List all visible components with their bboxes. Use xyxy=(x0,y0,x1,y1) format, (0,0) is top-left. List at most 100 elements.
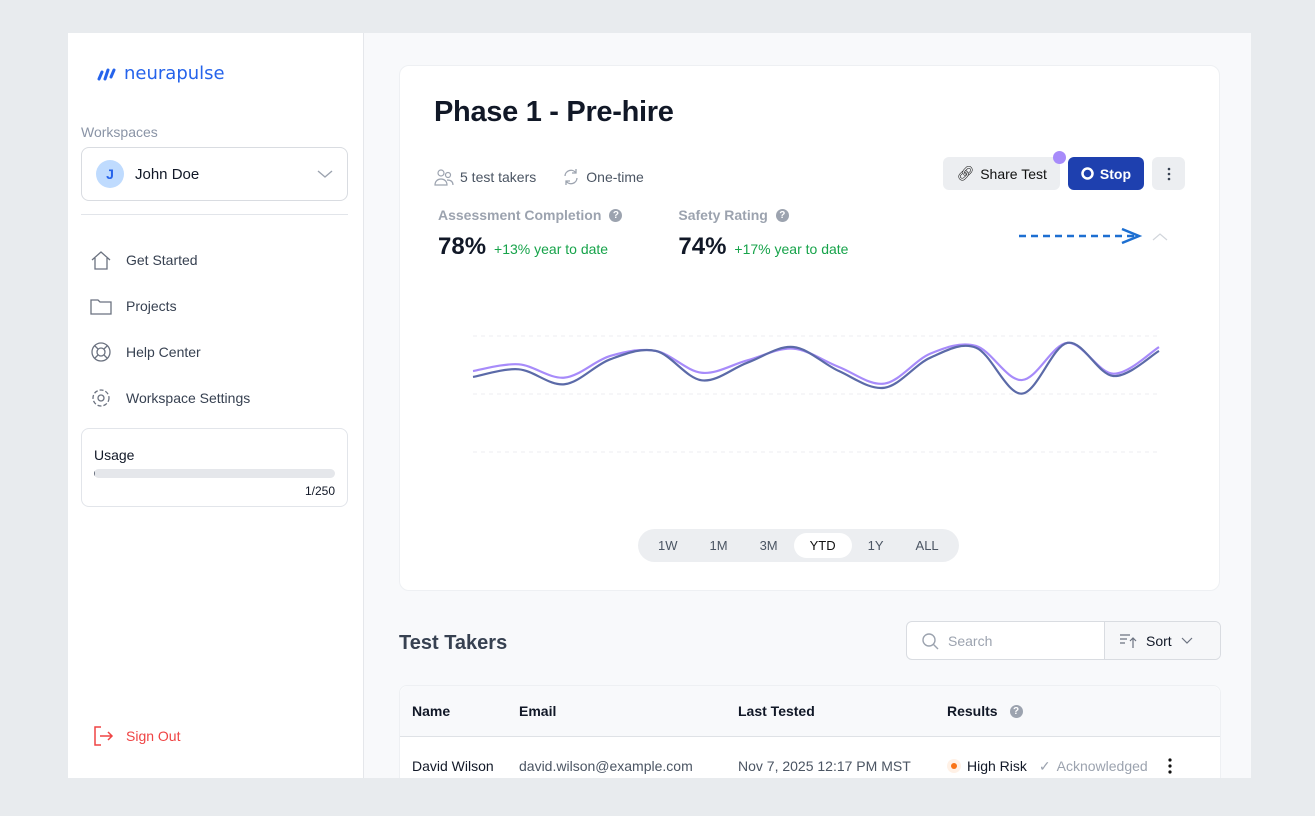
sign-out-button[interactable]: Sign Out xyxy=(92,725,180,747)
test-meta: 5 test takers One-time xyxy=(434,168,644,186)
logo[interactable]: neurapulse xyxy=(96,63,225,84)
line-chart xyxy=(472,335,1160,453)
help-icon[interactable]: ? xyxy=(775,208,789,222)
table-tools: Search Sort xyxy=(906,621,1221,660)
sidebar-item-label: Help Center xyxy=(126,344,201,360)
series-line-2 xyxy=(472,341,1160,395)
range-1w[interactable]: 1W xyxy=(658,538,678,553)
sort-icon xyxy=(1120,633,1137,648)
folder-icon xyxy=(90,299,112,315)
sidebar-item-help-center[interactable]: Help Center xyxy=(90,329,250,375)
sidebar-item-get-started[interactable]: Get Started xyxy=(90,237,250,283)
range-3m[interactable]: 3M xyxy=(759,538,778,553)
share-test-label: Share Test xyxy=(980,165,1047,182)
cell-name: David Wilson xyxy=(412,758,494,774)
test-takers-table: Name Email Last Tested Results? David Wi… xyxy=(399,685,1221,778)
check-icon: ✓ xyxy=(1038,757,1051,774)
kpi-value: 78% xyxy=(438,233,487,260)
frequency: One-time xyxy=(562,168,644,186)
column-header-name[interactable]: Name xyxy=(412,703,451,719)
workspace-name: John Doe xyxy=(135,165,200,183)
stop-icon xyxy=(1081,167,1094,180)
gear-icon xyxy=(92,389,110,407)
risk-label: High Risk xyxy=(967,758,1027,774)
usage-progress-fill xyxy=(94,469,96,478)
avatar: J xyxy=(96,160,124,188)
row-menu-icon[interactable] xyxy=(1168,758,1172,774)
kpi-delta: +13% year to date xyxy=(494,241,609,257)
more-options-button[interactable] xyxy=(1152,157,1185,190)
range-1y[interactable]: 1Y xyxy=(867,538,884,553)
lifebuoy-icon xyxy=(91,342,111,362)
sidebar-item-projects[interactable]: Projects xyxy=(90,283,250,329)
time-range-selector: 1W 1M 3M YTD 1Y ALL xyxy=(638,529,959,562)
chevron-down-icon xyxy=(1181,637,1193,644)
search-icon xyxy=(922,632,939,649)
kpi-label: Safety Rating xyxy=(678,207,768,223)
sidebar: neurapulse Workspaces J John Doe Get Sta… xyxy=(68,33,364,778)
series-line-1 xyxy=(472,341,1160,385)
sort-label: Sort xyxy=(1146,632,1172,649)
range-ytd[interactable]: YTD xyxy=(793,533,852,558)
page-title: Phase 1 - Pre-hire xyxy=(434,96,674,128)
status-label: Acknowledged xyxy=(1056,758,1148,774)
kpi-value: 74% xyxy=(678,233,727,260)
logo-icon xyxy=(97,68,116,80)
help-icon[interactable]: ? xyxy=(1009,704,1023,718)
sign-out-icon xyxy=(94,726,114,746)
sort-button[interactable]: Sort xyxy=(1105,622,1220,659)
sign-out-label: Sign Out xyxy=(126,728,181,744)
search-placeholder: Search xyxy=(948,632,993,649)
help-icon[interactable]: ? xyxy=(609,208,623,222)
kpi-delta: +17% year to date xyxy=(734,241,849,257)
table-header: Name Email Last Tested Results? xyxy=(400,686,1220,737)
brand-name: neurapulse xyxy=(124,63,225,84)
usage-progress xyxy=(94,469,335,478)
usage-count: 1/250 xyxy=(304,484,335,498)
kpi-row: Assessment Completion? 78% +13% year to d… xyxy=(438,207,848,261)
test-takers-count: 5 test takers xyxy=(434,168,536,186)
home-icon xyxy=(91,251,111,270)
stop-button[interactable]: Stop xyxy=(1067,157,1144,190)
kebab-icon xyxy=(1167,167,1170,180)
cell-email: david.wilson@example.com xyxy=(519,758,693,774)
range-1m[interactable]: 1M xyxy=(709,538,728,553)
kpi-safety-rating: Safety Rating? 74% +17% year to date xyxy=(678,207,848,261)
chevron-down-icon xyxy=(317,170,333,178)
cell-results: High Risk ✓ Acknowledged xyxy=(947,758,1220,775)
link-icon: 🔗︎ xyxy=(956,165,975,181)
kpi-assessment-completion: Assessment Completion? 78% +13% year to d… xyxy=(438,207,623,261)
sidebar-item-label: Projects xyxy=(126,298,177,314)
table-row[interactable]: David Wilson david.wilson@example.com No… xyxy=(400,737,1220,778)
workspace-selector[interactable]: J John Doe xyxy=(81,147,348,201)
usage-card: Usage 1/250 xyxy=(81,428,348,507)
test-takers-text: 5 test takers xyxy=(460,169,537,185)
app-frame: neurapulse Workspaces J John Doe Get Sta… xyxy=(68,33,1251,778)
stop-label: Stop xyxy=(1099,165,1131,182)
column-header-last-tested[interactable]: Last Tested xyxy=(738,703,815,719)
usage-label: Usage xyxy=(94,447,135,463)
divider xyxy=(81,214,348,215)
test-overview-card: Phase 1 - Pre-hire 5 test takers One-tim… xyxy=(399,65,1220,591)
sidebar-item-workspace-settings[interactable]: Workspace Settings xyxy=(90,375,250,421)
kpi-label: Assessment Completion xyxy=(438,207,602,223)
risk-indicator-icon xyxy=(947,759,961,773)
test-takers-title: Test Takers xyxy=(399,632,508,654)
sidebar-nav: Get Started Projects Help Center Workspa… xyxy=(90,237,250,421)
dashed-arrow-annotation xyxy=(1019,227,1168,245)
users-icon xyxy=(434,169,454,186)
column-header-email[interactable]: Email xyxy=(519,703,557,719)
search-input[interactable]: Search xyxy=(907,622,1105,659)
frequency-text: One-time xyxy=(586,169,644,185)
sidebar-item-label: Workspace Settings xyxy=(126,390,251,406)
notification-dot xyxy=(1052,151,1066,164)
share-test-button[interactable]: 🔗︎ Share Test xyxy=(943,151,1066,190)
range-all[interactable]: ALL xyxy=(915,538,939,553)
refresh-icon xyxy=(564,169,578,185)
workspaces-label: Workspaces xyxy=(81,124,158,140)
results-label: Results xyxy=(947,703,998,719)
header-actions: 🔗︎ Share Test Stop xyxy=(943,151,1185,190)
cell-last-tested: Nov 7, 2025 12:17 PM MST xyxy=(738,758,911,774)
sidebar-item-label: Get Started xyxy=(126,252,198,268)
column-header-results[interactable]: Results? xyxy=(947,703,1220,719)
